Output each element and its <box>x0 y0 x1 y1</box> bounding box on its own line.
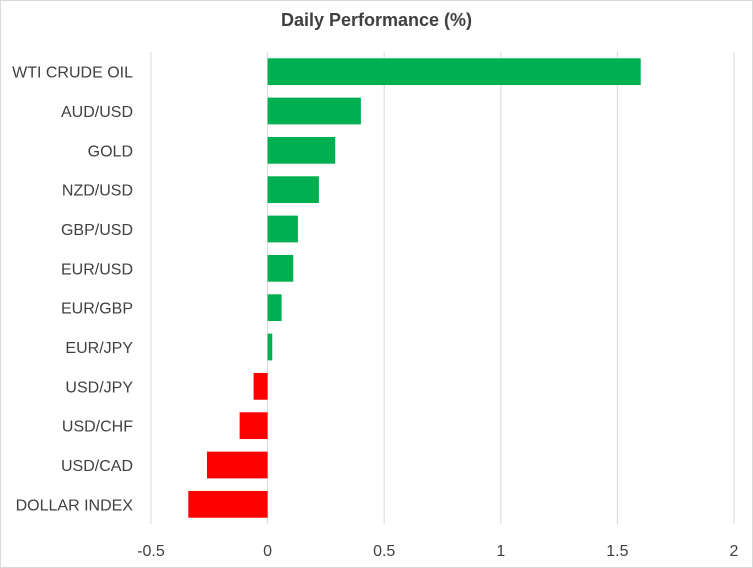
bar <box>267 294 282 322</box>
category-label: AUD/USD <box>61 104 133 121</box>
bar <box>206 451 268 479</box>
category-label: DOLLAR INDEX <box>16 497 134 514</box>
bar <box>267 254 294 282</box>
category-label: USD/CHF <box>62 419 133 436</box>
x-tick-label: 1.5 <box>606 543 628 560</box>
x-tick-label: 2 <box>730 543 739 560</box>
bar <box>267 333 273 361</box>
bar <box>253 372 268 400</box>
category-label: NZD/USD <box>62 183 133 200</box>
category-label: EUR/JPY <box>65 340 133 357</box>
x-tick-label: 1 <box>496 543 505 560</box>
gridlines <box>150 52 735 524</box>
x-tick-labels: -0.5 0 0.5 1 1.5 2 <box>137 543 738 560</box>
category-label: WTI CRUDE OIL <box>12 65 133 82</box>
category-labels: WTI CRUDE OIL AUD/USD GOLD NZD/USD GBP/USD EU… <box>12 65 133 515</box>
category-label: EUR/USD <box>61 261 133 278</box>
category-label: EUR/GBP <box>61 301 133 318</box>
category-label: GOLD <box>88 143 133 160</box>
category-label: USD/CAD <box>61 458 133 475</box>
chart-title: Daily Performance (%) <box>280 10 473 30</box>
category-label: USD/JPY <box>65 379 133 396</box>
x-tick-label: 0 <box>263 543 272 560</box>
bar <box>267 97 361 125</box>
category-label: GBP/USD <box>61 222 133 239</box>
bars <box>188 58 641 518</box>
bar <box>188 490 268 518</box>
x-tick-label: -0.5 <box>137 543 165 560</box>
bar <box>267 215 298 243</box>
bar <box>267 58 641 86</box>
bar <box>267 176 319 204</box>
x-tick-label: 0.5 <box>373 543 395 560</box>
bar <box>239 412 268 440</box>
bar <box>267 136 336 164</box>
